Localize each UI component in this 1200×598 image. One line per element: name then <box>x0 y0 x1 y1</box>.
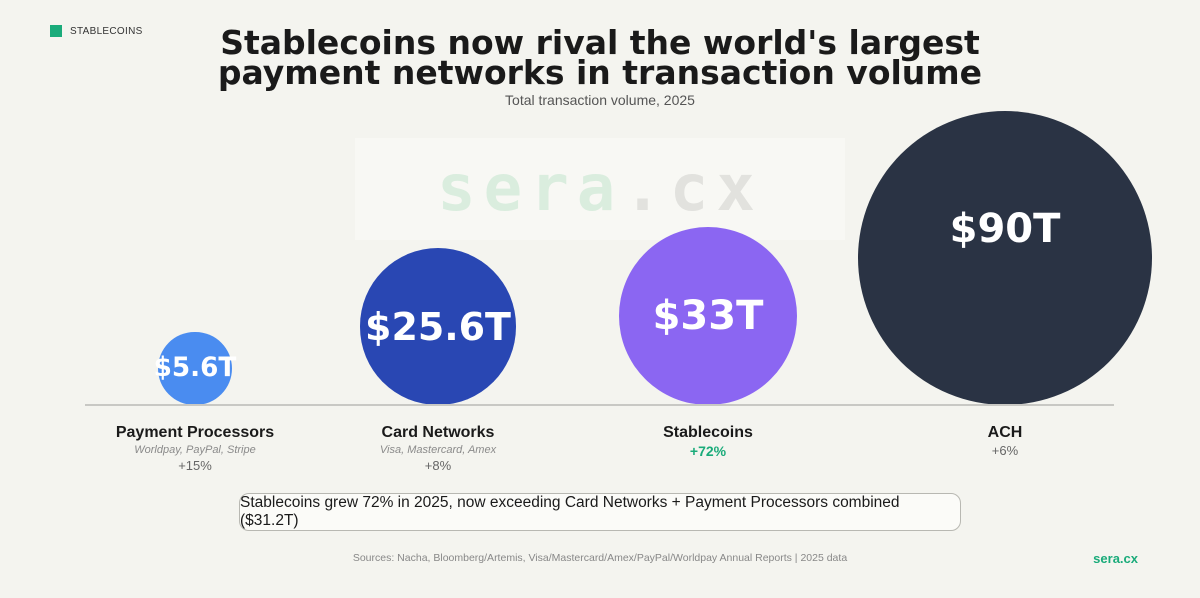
bubble-ach: $90T <box>858 111 1152 405</box>
callout-box: Stablecoins grew 72% in 2025, now exceed… <box>239 493 961 531</box>
value-label-ach: $90T <box>949 205 1061 252</box>
category-sublabel: Visa, Mastercard, Amex <box>379 444 497 456</box>
category-name: Payment Processors <box>115 424 275 441</box>
growth-label: +8% <box>424 458 452 473</box>
category-label-stablecoins: Stablecoins +72% <box>588 424 828 459</box>
chart-title: Stablecoins now rival the world's larges… <box>0 23 1200 92</box>
value-label-stablecoins: $33T <box>652 292 764 339</box>
growth-label: +6% <box>991 443 1019 458</box>
watermark-part2: .cx <box>623 152 763 226</box>
growth-label: +15% <box>178 458 212 473</box>
chart-title-line1: Stablecoins now rival the world's larges… <box>220 23 980 62</box>
tag-square-icon <box>50 25 62 37</box>
value-label-payment-processors: $5.6T <box>153 353 237 384</box>
watermark-part1: sera <box>437 152 624 226</box>
growth-label: +72% <box>689 443 727 459</box>
chart-subtitle: Total transaction volume, 2025 <box>505 92 695 108</box>
category-name: Card Networks <box>381 424 495 441</box>
watermark-logo: sera .cx <box>355 138 845 240</box>
category-label-payment-processors: Payment Processors Worldpay, PayPal, Stri… <box>75 424 315 474</box>
bubble-stablecoins: $33T <box>618 226 797 405</box>
bubble-payment-processors: $5.6T <box>154 331 236 405</box>
chart-baseline <box>85 404 1114 406</box>
category-name: Stablecoins <box>663 424 753 441</box>
category-label-card-networks: Card Networks Visa, Mastercard, Amex +8% <box>318 424 558 474</box>
value-label-card-networks: $25.6T <box>365 304 511 349</box>
sources-note: Sources: Nacha, Bloomberg/Artemis, Visa/… <box>352 552 848 564</box>
bubble-card-networks: $25.6T <box>359 248 517 405</box>
category-label-ach: ACH +6% <box>885 424 1125 459</box>
category-sublabel: Worldpay, PayPal, Stripe <box>134 444 256 456</box>
category-name: ACH <box>987 424 1023 441</box>
tag-label: STABLECOINS <box>70 25 143 37</box>
brand-link[interactable]: sera.cx <box>1093 551 1138 566</box>
chart-title-line2: payment networks in transaction volume <box>217 53 983 92</box>
section-tag: STABLECOINS <box>50 25 143 37</box>
